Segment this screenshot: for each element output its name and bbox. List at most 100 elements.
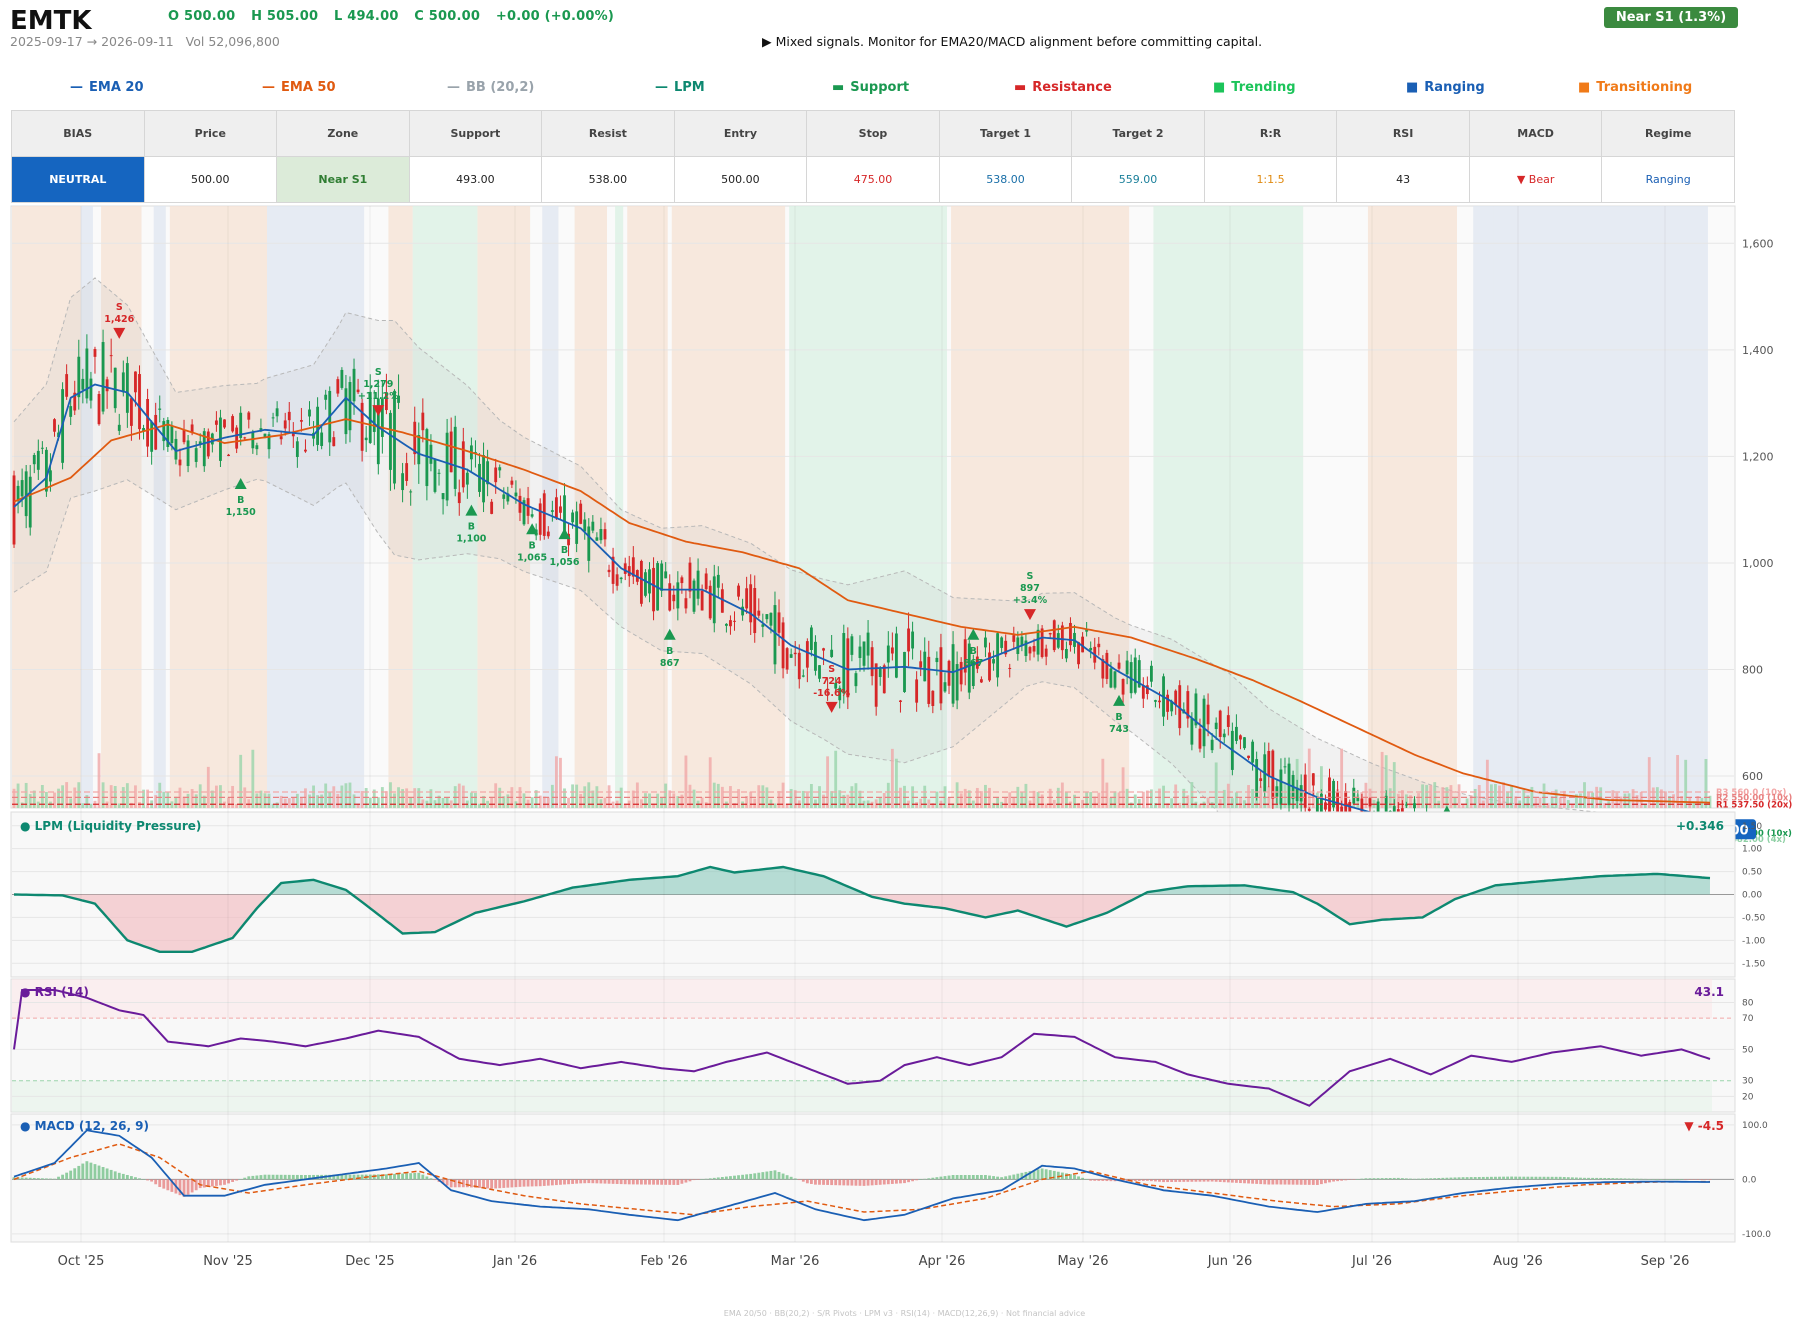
macd-histogram-bar [1627,1178,1631,1180]
macd-histogram-bar [1506,1176,1510,1180]
macd-histogram-bar [1149,1179,1153,1182]
legend-item-transitioning[interactable]: ■ Transitioning [1578,80,1692,95]
macd-histogram-bar [781,1173,785,1180]
candle-body [1113,671,1117,688]
volume-bar [1182,788,1186,808]
candle [708,580,712,620]
candle [631,546,635,585]
macd-histogram-bar [1409,1178,1412,1180]
candle-body [615,574,619,586]
macd-histogram-bar [1510,1176,1514,1180]
sr-level-label: R2 550.00 (10x) [1716,793,1792,803]
candle [275,401,279,423]
candle [870,640,874,686]
legend-item-resistance[interactable]: ▬ Resistance [1014,80,1112,95]
macd-histogram-bar [138,1178,141,1180]
candle [202,428,206,472]
volume-bar [1538,797,1542,808]
cell-regime: Ranging [1601,156,1735,203]
candle-body [441,493,445,500]
legend-item-ema-20[interactable]: — EMA 20 [70,80,144,95]
macd-histogram-bar [1089,1179,1093,1181]
macd-histogram-bar [591,1179,595,1184]
macd-histogram-bar [142,1179,145,1180]
candle [971,654,975,690]
legend-item-ema-50[interactable]: — EMA 50 [262,80,336,95]
candle [73,380,77,416]
macd-histogram-bar [214,1179,218,1186]
volume-bar [142,789,145,808]
macd-histogram-bar [113,1171,117,1180]
candle [789,648,793,658]
signal-label: 1,150 [226,507,256,518]
candle-body [1101,659,1105,679]
volume-bar [1283,783,1287,808]
legend-marker-icon: ■ [1213,80,1226,95]
col-header-bias: BIAS [11,110,145,157]
volume-bar [692,789,696,808]
macd-histogram-bar [765,1171,769,1180]
macd-histogram-bar [692,1179,696,1181]
macd-title: ● MACD (12, 26, 9) [20,1119,149,1133]
volume-bar [1380,751,1384,808]
macd-histogram-bar [554,1179,558,1186]
macd-histogram-bar [1101,1179,1105,1181]
legend-label: LPM [674,80,705,95]
candle-body [1194,693,1198,726]
candle [1012,626,1016,650]
candle [712,564,716,633]
candle-body [158,408,162,410]
macd-histogram-bar [1388,1178,1392,1180]
candle-body [445,432,449,501]
price-tick-label: 1,200 [1742,450,1774,463]
candle-body [279,436,283,440]
volume-bar [117,803,121,808]
candle [453,415,457,497]
volume-bar [1522,789,1526,808]
macd-histogram-bar [1218,1179,1222,1182]
macd-histogram-bar [882,1179,886,1185]
macd-histogram-bar [1348,1179,1352,1180]
candle-body [150,421,154,452]
time-tick-label: Sep '26 [1641,1254,1690,1269]
candle-body [304,449,307,452]
volume-bar [1461,803,1465,808]
macd-histogram-bar [1591,1177,1595,1180]
time-tick-label: Nov '25 [203,1254,253,1269]
macd-histogram-bar [1611,1178,1615,1180]
macd-histogram-bar [1485,1176,1489,1180]
sr-level-label: R1 537.50 (20x) [1716,800,1792,810]
time-tick-label: May '26 [1057,1254,1108,1269]
macd-histogram-bar [1174,1179,1178,1182]
price-chart[interactable]: 1,600 1,400 1,200 1,000 800 600 R3 560.0 (10x)… [0,200,1809,1309]
candle-body [899,700,902,703]
candle-body [927,656,931,704]
candle [1036,624,1040,662]
macd-histogram-bar [1546,1176,1550,1180]
legend-item-lpm[interactable]: — LPM [655,80,705,95]
legend-item-support[interactable]: ▬ Support [832,80,909,95]
candle-body [186,440,190,467]
rsi-tick-label: 80 [1742,998,1754,1008]
macd-histogram-bar [745,1174,749,1180]
candle [591,515,595,534]
candle-body [639,560,643,604]
volume-bar [1558,797,1562,808]
legend-item-trending[interactable]: ■ Trending [1213,80,1296,95]
candle [765,614,769,624]
macd-histogram-bar [684,1179,688,1183]
volume-bar [1206,797,1210,808]
candle-body [733,620,736,622]
volume-bar [623,803,627,808]
volume-bar [174,796,178,808]
volume-bar [1579,793,1582,808]
candle-body [575,511,579,544]
candle-body [1141,685,1145,699]
volume-bar [1400,790,1404,808]
candle [704,568,708,592]
volume-bar [437,795,441,808]
volume-bar [445,797,449,808]
legend-item-bb-20-2-[interactable]: — BB (20,2) [447,80,534,95]
col-header-support: Support [408,110,543,157]
legend-item-ranging[interactable]: ■ Ranging [1406,80,1485,95]
